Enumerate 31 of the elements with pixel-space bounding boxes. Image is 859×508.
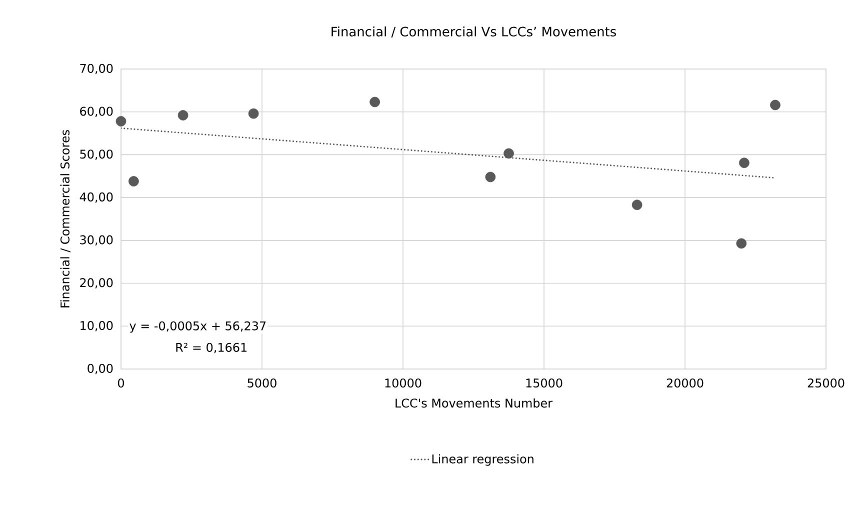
chart-title: Financial / Commercial Vs LCCs’ Movements	[332, 26, 616, 38]
y-tick-label: 70,00	[80, 64, 113, 74]
point	[178, 110, 188, 120]
point	[736, 238, 747, 249]
x-tick-label: 20000	[666, 378, 704, 388]
annotation: R² = 0,1661	[176, 342, 246, 354]
point	[485, 172, 496, 182]
x-tick-label: 10000	[385, 378, 422, 388]
point	[116, 116, 126, 126]
annotation: y = -0,0005x + 56,237	[130, 321, 266, 333]
legend-label: Linear regression	[432, 454, 534, 466]
x-axis-title: LCC's Movements Number	[396, 398, 553, 408]
y-axis-title: Financial / Commercial Scores	[60, 130, 70, 308]
point	[248, 108, 259, 119]
x-tick-label: 15000	[526, 378, 562, 388]
point	[504, 148, 514, 159]
y-tick-label: 30,00	[80, 235, 113, 246]
point	[128, 176, 139, 186]
point	[739, 158, 750, 168]
point	[770, 100, 780, 110]
y-tick-label: 60,00	[80, 106, 113, 117]
y-tick-label: 10,00	[80, 321, 113, 332]
y-tick-label: 20,00	[80, 278, 113, 288]
y-tick-label: 0,00	[88, 364, 113, 374]
x-tick-label: 25000	[808, 378, 844, 388]
y-tick-label: 40,00	[80, 192, 113, 203]
y-tick-label: 50,00	[80, 150, 113, 160]
point	[370, 96, 380, 108]
x-tick-label: 0	[118, 378, 124, 388]
point	[632, 200, 642, 210]
x-tick-label: 5000	[248, 378, 276, 388]
